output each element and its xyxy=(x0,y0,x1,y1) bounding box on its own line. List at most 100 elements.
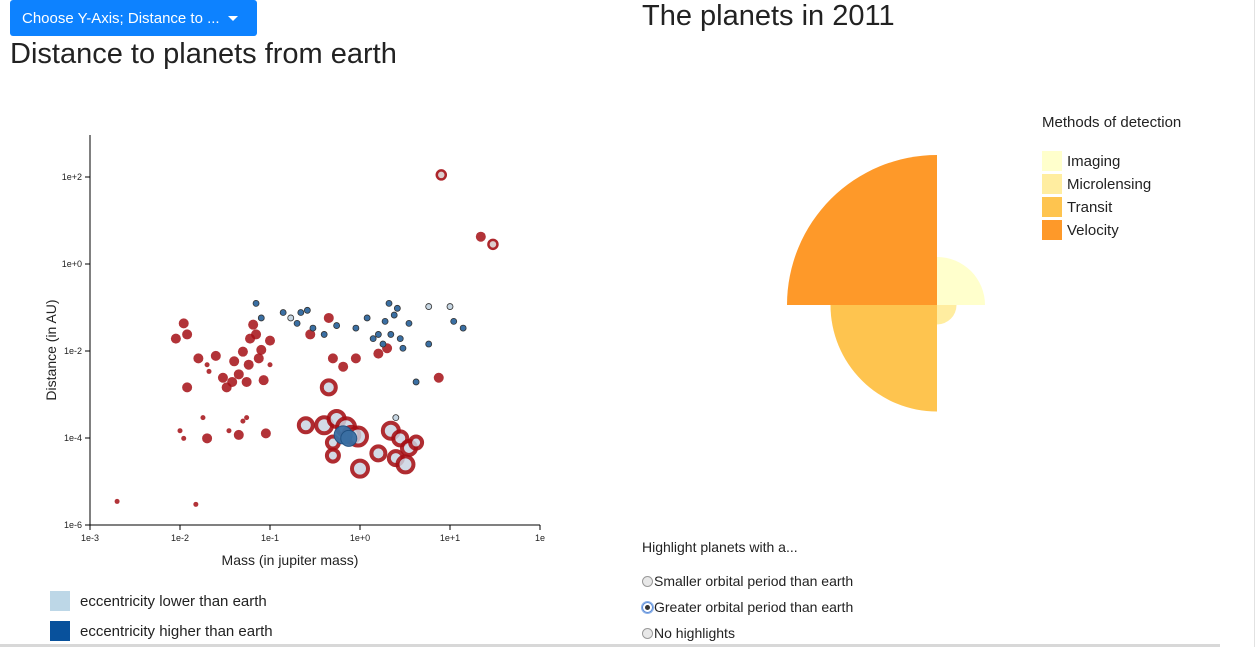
legend-swatch-low-eccentricity xyxy=(50,591,70,611)
x-tick-label: 1e-3 xyxy=(81,533,99,543)
planet-point xyxy=(217,372,228,383)
planet-point xyxy=(210,350,221,361)
planet-point xyxy=(363,314,371,322)
pie-legend: Imaging Microlensing Transit Velocity xyxy=(1042,151,1151,240)
planet-point xyxy=(324,447,341,464)
planet-point xyxy=(425,340,433,348)
pie-slice-transit[interactable] xyxy=(830,305,938,412)
planet-point xyxy=(425,303,433,310)
planet-point xyxy=(350,458,370,479)
planet-point xyxy=(193,353,204,364)
legend-swatch-high-eccentricity xyxy=(50,621,70,641)
planet-point xyxy=(405,319,413,327)
planet-point xyxy=(446,303,454,310)
pie-legend-swatch-transit xyxy=(1042,197,1062,217)
y-tick-label: 1e+0 xyxy=(62,259,82,269)
legend-label-high-eccentricity: eccentricity higher than earth xyxy=(80,623,273,640)
planet-point xyxy=(265,335,275,346)
planet-point xyxy=(293,319,301,327)
scatter-axes: 1e-3 1e-2 1e-1 1e+0 1e+1 1e 1e-6 1e-4 1e-2 1e+0 1e… xyxy=(62,135,545,543)
planet-point xyxy=(226,428,232,434)
planet-point xyxy=(459,324,467,332)
planet-point xyxy=(248,319,259,330)
planet-point xyxy=(350,353,361,364)
planet-point xyxy=(385,299,393,307)
planet-point xyxy=(241,376,252,387)
x-tick-label: 1e xyxy=(535,533,545,543)
planet-point xyxy=(408,434,425,451)
planet-point xyxy=(193,501,199,507)
planet-point xyxy=(181,435,187,441)
pie-slice-microlensing[interactable] xyxy=(937,305,957,325)
planet-point xyxy=(396,335,404,343)
planet-point xyxy=(381,317,389,325)
planet-point xyxy=(309,324,317,332)
pie-slice-imaging[interactable] xyxy=(937,257,985,305)
planet-point xyxy=(114,498,120,504)
y-axis-dropdown-button[interactable]: Choose Y-Axis; Distance to ... xyxy=(10,0,257,36)
planet-point xyxy=(433,372,444,383)
planet-point xyxy=(233,429,244,440)
radio-no-highlights[interactable]: No highlights xyxy=(642,625,735,641)
planet-point xyxy=(258,375,269,386)
pie-slice-velocity[interactable] xyxy=(787,155,937,305)
x-axis-label: Mass (in jupiter mass) xyxy=(222,552,359,568)
scatter-points xyxy=(114,169,499,507)
radio-label: Greater orbital period than earth xyxy=(654,599,854,615)
planet-point xyxy=(204,362,210,368)
planet-point xyxy=(177,428,183,434)
planet-point xyxy=(267,362,273,368)
planet-point xyxy=(392,414,400,422)
highlight-heading: Highlight planets with a... xyxy=(642,539,798,555)
horizontal-scrollbar[interactable] xyxy=(0,644,1220,647)
pie-legend-swatch-imaging xyxy=(1042,151,1062,171)
planet-point xyxy=(374,331,382,338)
radio-button-icon[interactable] xyxy=(642,575,653,587)
detection-methods-chart: Methods of detection Imaging Microlensin… xyxy=(787,114,1181,412)
planet-point xyxy=(227,376,238,387)
planet-point xyxy=(412,378,420,386)
radio-smaller-orbital-period[interactable]: Smaller orbital period than earth xyxy=(642,573,853,589)
planet-point xyxy=(256,344,267,355)
planet-point xyxy=(244,415,250,421)
planet-point xyxy=(323,312,334,323)
x-tick-label: 1e+1 xyxy=(440,533,460,543)
planet-point xyxy=(182,329,193,340)
planet-point xyxy=(243,359,254,370)
planet-point xyxy=(340,429,358,447)
pie-legend-swatch-microlensing xyxy=(1042,174,1062,194)
y-tick-label: 1e-6 xyxy=(64,520,82,530)
pie-title: The planets in 2011 xyxy=(642,0,895,32)
pie-legend-title: Methods of detection xyxy=(1042,114,1181,131)
radio-button-icon[interactable] xyxy=(642,627,653,639)
planet-point xyxy=(373,348,384,359)
planet-point xyxy=(369,444,388,463)
pie-legend-label-velocity: Velocity xyxy=(1067,222,1119,239)
legend-label-low-eccentricity: eccentricity lower than earth xyxy=(80,593,267,610)
planet-point xyxy=(257,314,265,322)
planet-point xyxy=(170,333,181,344)
radio-button-checked-icon[interactable] xyxy=(641,600,654,614)
planet-point xyxy=(252,299,260,307)
planet-point xyxy=(399,344,407,352)
pie-legend-label-microlensing: Microlensing xyxy=(1067,176,1151,193)
planet-point xyxy=(352,324,360,332)
y-tick-label: 1e-4 xyxy=(64,433,82,443)
planet-point xyxy=(279,309,287,316)
scatter-plot: 1e-3 1e-2 1e-1 1e+0 1e+1 1e 1e-6 1e-4 1e-2 1e+0 1e… xyxy=(43,135,545,568)
radio-label: No highlights xyxy=(654,625,735,641)
planet-point xyxy=(297,309,305,316)
radio-greater-orbital-period[interactable]: Greater orbital period than earth xyxy=(641,599,854,615)
planet-point xyxy=(296,416,315,435)
caret-down-icon xyxy=(227,15,238,21)
x-tick-label: 1e-1 xyxy=(261,533,279,543)
planet-point xyxy=(333,322,341,329)
planet-point xyxy=(305,329,316,340)
pie-legend-label-imaging: Imaging xyxy=(1067,153,1120,170)
planet-point xyxy=(435,169,448,181)
planet-point xyxy=(393,304,401,312)
planet-point xyxy=(387,331,395,338)
pie-slices xyxy=(787,155,985,412)
y-tick-label: 1e-2 xyxy=(64,346,82,356)
planet-point xyxy=(327,353,338,364)
